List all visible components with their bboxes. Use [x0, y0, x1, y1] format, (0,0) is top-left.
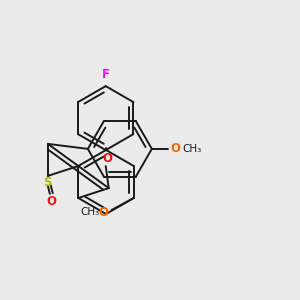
Text: CH₃: CH₃	[80, 207, 99, 217]
Text: F: F	[102, 68, 110, 81]
Text: O: O	[47, 195, 57, 208]
Text: O: O	[99, 206, 109, 218]
Text: S: S	[44, 176, 52, 189]
Text: O: O	[171, 142, 181, 155]
Text: CH₃: CH₃	[182, 144, 202, 154]
Text: O: O	[103, 152, 113, 165]
